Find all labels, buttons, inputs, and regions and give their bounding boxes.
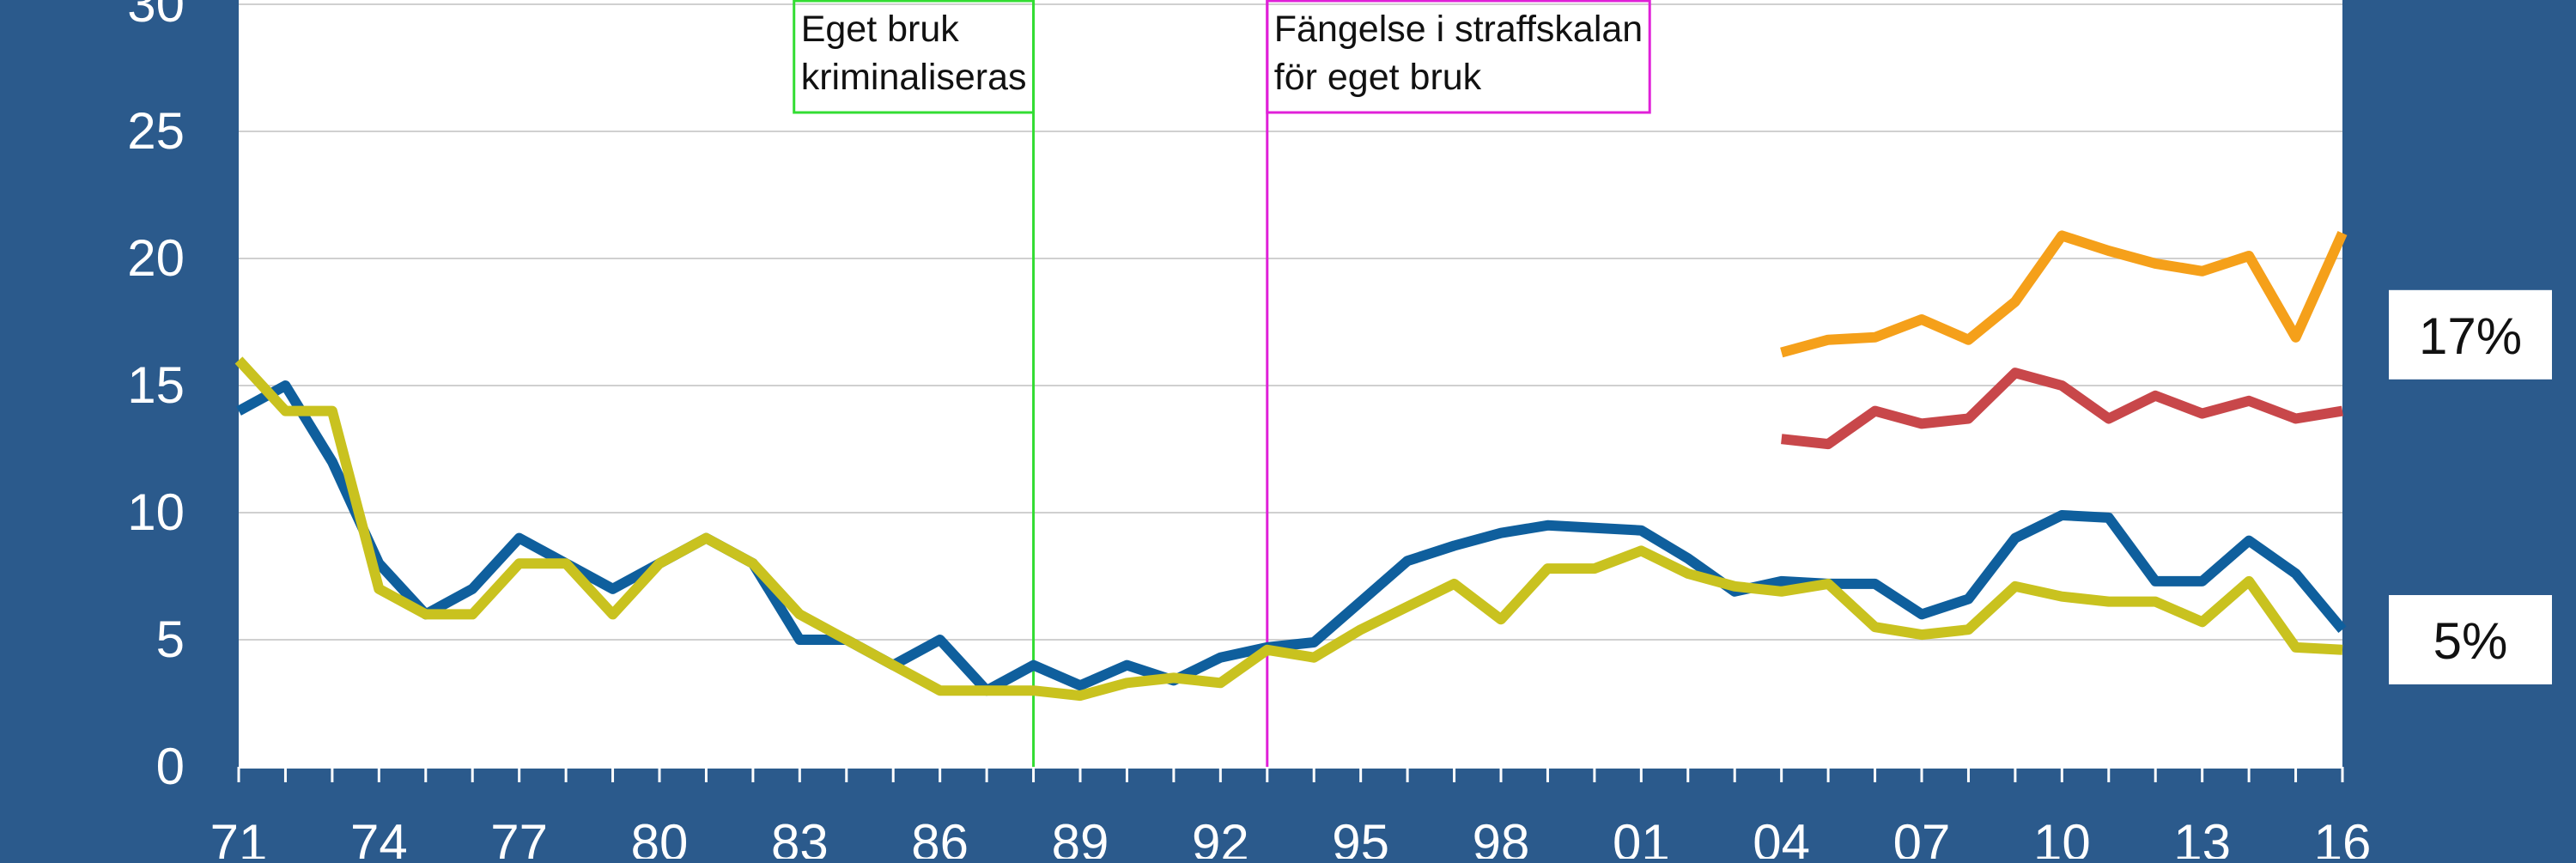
x-tick-label-98: 98 [1473,814,1530,859]
x-tick-label-77: 77 [490,814,548,859]
x-tick-label-04: 04 [1753,814,1810,859]
y-tick-label-25: 25 [127,102,185,160]
x-tick-label-07: 07 [1893,814,1951,859]
y-tick-label-5: 5 [156,611,185,668]
value-label-box-1 [2389,595,2552,684]
series-line-2 [236,380,2347,696]
y-tick-label-0: 0 [156,738,185,795]
series-line-1 [1781,368,2343,450]
x-tick-label-71: 71 [210,814,268,859]
x-tick-label-86: 86 [911,814,969,859]
annotation-text-1-1: för eget bruk [1274,57,1482,98]
x-tick-label-92: 92 [1192,814,1249,859]
value-label-box-0 [2389,289,2552,380]
x-axis: 71 74 77 80 83 86 89 92 95 98 01 04 07 10 13 16 [210,765,2372,863]
x-tick-label-95: 95 [1332,814,1389,859]
x-tick-label-74: 74 [350,814,408,859]
x-tick-label-80: 80 [631,814,689,859]
series-line-0 [1780,230,2348,358]
y-axis-tick-labels: 0 5 10 15 20 25 30 [127,0,185,795]
annotations: Eget bruk kriminaliseras Fängelse i straff… [793,0,1651,767]
value-labels: 17% 5% [2389,289,2552,684]
x-tick-label-10: 10 [2033,814,2091,859]
y-tick-label-10: 10 [127,483,185,541]
x-tick-label-13: 13 [2173,814,2231,859]
annotation-text-1-0: Fängelse i straffskalan [1274,9,1643,50]
series-line-3 [234,356,2343,702]
annotation-text-0-0: Eget bruk [801,9,960,50]
x-tick-label-83: 83 [771,814,829,859]
x-tick-label-89: 89 [1052,814,1109,859]
series-lines [234,230,2348,702]
value-label-0: 17% [2419,307,2522,365]
annotation-text-0-1: kriminaliseras [801,57,1027,98]
y-tick-label-15: 15 [127,356,185,414]
y-tick-label-20: 20 [127,229,185,287]
x-tick-label-16: 16 [2314,814,2372,859]
y-tick-label-30: 30 [127,0,185,33]
x-tick-label-01: 01 [1613,814,1670,859]
value-label-1: 5% [2433,612,2508,670]
